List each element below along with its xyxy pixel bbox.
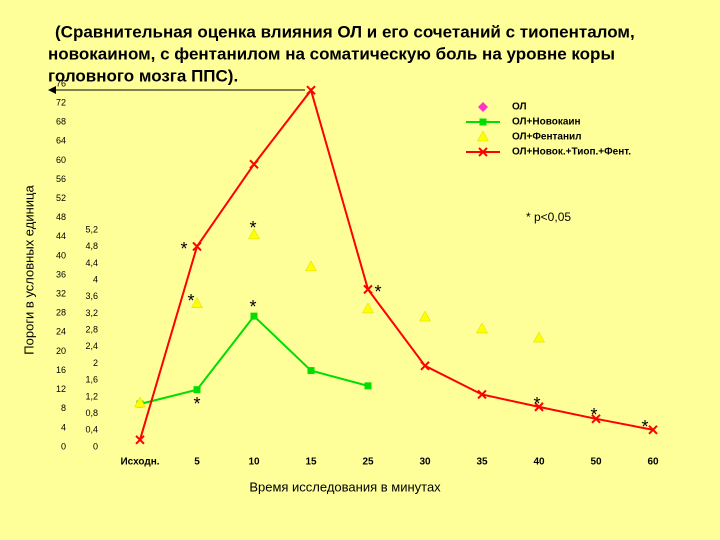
- point: [363, 284, 373, 295]
- point: [306, 85, 316, 95]
- point: [193, 386, 201, 394]
- significance-mark: *: [249, 297, 256, 317]
- significance-mark: *: [590, 405, 597, 425]
- point: [533, 331, 545, 343]
- x-axis-label: Время исследования в минутах: [249, 479, 441, 494]
- y2-tick-label: 0,8: [85, 408, 98, 418]
- point: [135, 435, 145, 445]
- title-line: головного мозга ППС).: [48, 66, 238, 85]
- y-tick-label: 12: [56, 384, 66, 394]
- legend-marker: [479, 118, 487, 126]
- note: * р<0,05: [526, 210, 571, 224]
- y-tick-label: 68: [56, 117, 66, 127]
- x-tick-label: 60: [647, 457, 659, 468]
- y-tick-label: 36: [56, 269, 66, 279]
- x-tick-label: 25: [362, 457, 374, 468]
- point: [419, 310, 431, 322]
- y2-tick-label: 5,2: [85, 224, 98, 234]
- point: [191, 297, 203, 308]
- y-tick-label: 20: [56, 346, 66, 356]
- point: [476, 322, 488, 334]
- y2-tick-label: 2: [93, 358, 98, 368]
- y-tick-label: 16: [56, 365, 66, 375]
- series-line: [139, 88, 654, 441]
- point: [305, 260, 317, 272]
- y-tick-label: 48: [56, 212, 66, 222]
- point: [307, 367, 315, 375]
- y-tick-label: 24: [56, 327, 66, 337]
- point: [364, 382, 372, 390]
- y2-tick-label: 1,6: [85, 375, 98, 385]
- title: (Сравнительная оценка влияния ОЛ и его с…: [48, 22, 635, 85]
- legend-label: ОЛ: [512, 102, 527, 113]
- y-tick-label: 0: [61, 441, 66, 451]
- y-tick-label: 56: [56, 174, 66, 184]
- y2-tick-label: 2,8: [85, 325, 98, 335]
- significance-mark: *: [180, 239, 187, 259]
- point: [248, 228, 260, 240]
- x-tick-label: Исходн.: [120, 457, 159, 468]
- title-line: (Сравнительная оценка влияния ОЛ и его с…: [55, 22, 635, 41]
- y-tick-label: 40: [56, 250, 66, 260]
- x-tick-label: 35: [476, 457, 488, 468]
- significance-mark: *: [533, 394, 540, 414]
- y2-tick-label: 4,4: [85, 258, 98, 268]
- point: [591, 414, 601, 424]
- y-tick-label: 60: [56, 155, 66, 165]
- significance-mark: *: [641, 417, 648, 437]
- x-tick-label: 40: [533, 457, 545, 468]
- legend-label: ОЛ+Новок.+Тиоп.+Фент.: [512, 147, 631, 158]
- point: [362, 302, 374, 314]
- point: [249, 159, 259, 169]
- title-line: новокаином, с фентанилом на соматическую…: [48, 44, 615, 63]
- y2-tick-label: 2,4: [85, 341, 98, 351]
- point: [134, 396, 146, 408]
- x-tick-label: 10: [248, 457, 260, 468]
- y-tick-label: 4: [61, 422, 66, 432]
- y2-tick-label: 0,4: [85, 425, 98, 435]
- significance-mark: *: [193, 394, 200, 414]
- y2-tick-label: 4,8: [85, 241, 98, 251]
- y-tick-label: 8: [61, 403, 66, 413]
- legend-label: ОЛ+Фентанил: [512, 132, 582, 143]
- y2-tick-label: 3,2: [85, 308, 98, 318]
- y-tick-label: 32: [56, 289, 66, 299]
- point: [192, 241, 202, 252]
- x-tick-label: 30: [419, 457, 431, 468]
- y2-tick-label: 0: [93, 441, 98, 451]
- point: [420, 361, 430, 371]
- point: [534, 402, 544, 412]
- x-tick-label: 50: [590, 457, 602, 468]
- y2-tick-label: 4: [93, 274, 98, 284]
- significance-mark: *: [249, 218, 256, 238]
- legend-label: ОЛ+Новокаин: [512, 117, 581, 128]
- y2-tick-label: 3,6: [85, 291, 98, 301]
- y-tick-label: 28: [56, 308, 66, 318]
- point: [250, 312, 258, 320]
- significance-mark: *: [187, 291, 194, 311]
- legend-marker: [478, 102, 488, 112]
- y-tick-label: 44: [56, 231, 66, 241]
- y2-tick-label: 1,2: [85, 391, 98, 401]
- y-tick-label: 72: [56, 97, 66, 107]
- y-tick-label: 52: [56, 193, 66, 203]
- y-tick-label: 76: [56, 78, 66, 88]
- decor-arrow: [48, 86, 56, 94]
- point: [648, 425, 658, 435]
- point: [477, 389, 487, 400]
- legend-marker: [478, 147, 488, 157]
- y-tick-label: 64: [56, 136, 66, 146]
- legend-marker: [477, 130, 489, 142]
- x-tick-label: 15: [305, 457, 317, 468]
- x-tick-label: 5: [194, 457, 200, 468]
- y-axis-label: Пороги в условных единица: [21, 185, 36, 355]
- significance-mark: *: [374, 282, 381, 302]
